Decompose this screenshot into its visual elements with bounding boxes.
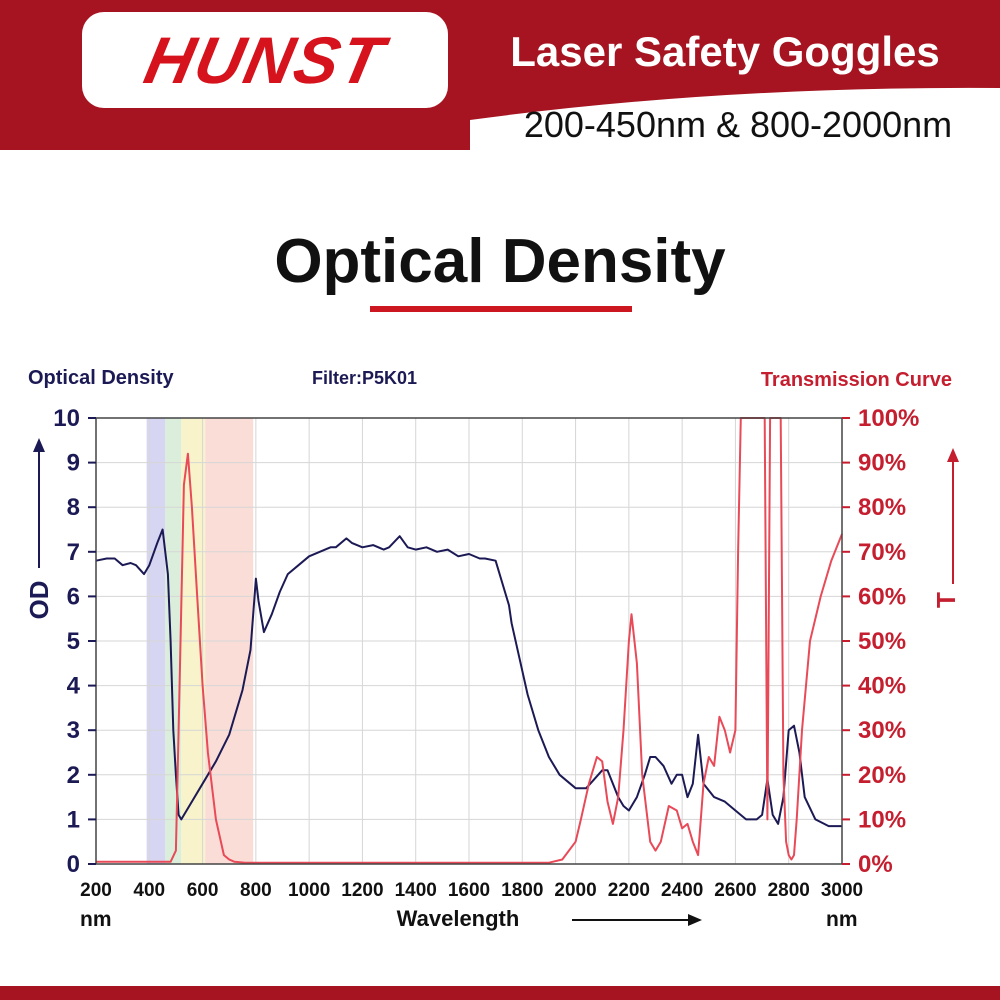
left-tick-label: 3 [67,717,80,744]
right-tick-label: 90% [858,450,906,477]
product-subtitle: 200-450nm & 800-2000nm [523,104,953,145]
right-tick-label: 60% [858,583,906,610]
x-tick-label: 600 [187,880,219,901]
x-tick-label: 400 [133,880,165,901]
x-tick-label: 1200 [341,880,383,901]
left-tick-label: 9 [67,450,80,477]
x-tick-label: 1800 [501,880,543,901]
left-tick-label: 7 [67,539,80,566]
right-tick-label: 80% [858,494,906,521]
right-axis-arrow-icon [947,448,959,462]
x-unit-left: nm [80,908,112,931]
left-tick-label: 8 [67,494,80,521]
right-tick-label: 40% [858,673,906,700]
optical-density-line [95,528,842,828]
right-tick-label: 70% [858,539,906,566]
chart-title: Filter:P5K01 [312,368,417,388]
x-tick-label: 1000 [288,880,330,901]
section-title: Optical Density [274,227,726,296]
left-axis-short-label: OD [24,581,54,620]
x-tick-label: 800 [240,880,272,901]
title-underline [370,306,632,312]
x-tick-label: 2600 [714,880,756,901]
right-tick-label: 30% [858,717,906,744]
left-tick-label: 10 [53,405,80,432]
left-tick-label: 1 [67,806,80,833]
right-tick-label: 20% [858,762,906,789]
logo-box: HUNST [82,12,448,108]
left-tick-label: 6 [67,583,80,610]
left-tick-label: 2 [67,762,80,789]
x-tick-label: 2200 [608,880,650,901]
x-tick-label: 2800 [768,880,810,901]
right-tick-label: 10% [858,806,906,833]
right-axis-title: Transmission Curve [761,369,952,391]
right-axis-short-label: T [931,592,961,608]
left-tick-label: 0 [67,851,80,878]
x-tick-label: 3000 [821,880,863,901]
bottom-accent-bar [0,986,1000,1000]
x-tick-label: 1600 [448,880,490,901]
header-banner: HUNST Laser Safety Goggles 200-450nm & 8… [0,0,1000,160]
x-axis-arrow-icon [688,914,702,926]
right-tick-label: 50% [858,628,906,655]
x-tick-label: 2000 [554,880,596,901]
right-tick-label: 0% [858,851,893,878]
x-tick-label: 2400 [661,880,703,901]
left-tick-label: 4 [67,673,81,700]
left-tick-label: 5 [67,628,80,655]
right-tick-label: 100% [858,405,919,432]
product-title: Laser Safety Goggles [510,28,940,75]
left-axis-arrow-icon [33,438,45,452]
x-tick-label: 1400 [395,880,437,901]
x-axis-title: Wavelength [397,906,520,931]
x-tick-label: 200 [80,880,112,901]
left-axis-title: Optical Density [28,367,174,389]
x-unit-right: nm [826,908,858,931]
